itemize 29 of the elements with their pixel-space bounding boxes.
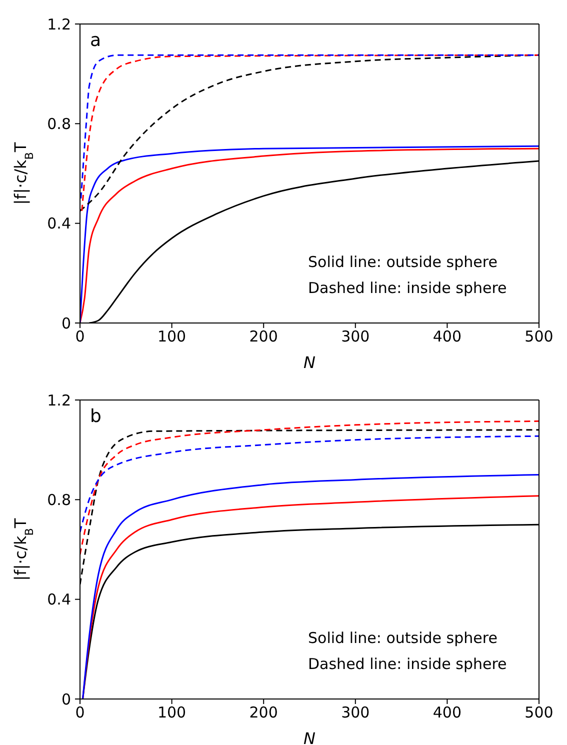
x-tick-label: 400 [432,328,462,346]
x-axis-title: N [304,729,316,745]
line-series [80,435,539,533]
x-axis-title: N [304,353,316,372]
annotation: b [90,406,102,427]
x-tick-label: 400 [432,704,462,722]
x-tick-label: 500 [524,704,554,722]
x-tick-label: 500 [524,328,554,346]
x-tick-label: 100 [157,328,186,346]
y-tick-label: 1.2 [47,391,71,410]
annotation: Dashed line: inside sphere [308,279,507,297]
y-tick-label: 0.4 [47,214,71,233]
x-tick-label: 300 [341,704,370,722]
annotation: a [90,30,102,51]
x-tick-label: 0 [75,704,85,722]
annotation: Solid line: outside sphere [308,629,498,647]
y-tick-label: 0.8 [47,114,71,133]
y-tick-label: 0 [61,690,71,708]
x-tick-label: 200 [249,704,278,722]
x-tick-label: 200 [249,328,278,346]
y-tick-label: 0.4 [47,590,71,609]
annotation: Dashed line: inside sphere [308,655,507,673]
x-tick-label: 100 [157,704,186,722]
annotation: Solid line: outside sphere [308,253,498,271]
y-tick-label: 1.2 [47,15,71,34]
x-tick-label: 300 [341,328,370,346]
y-tick-label: 0.8 [47,490,71,509]
y-tick-label: 0 [61,314,71,332]
x-tick-label: 0 [75,328,85,346]
